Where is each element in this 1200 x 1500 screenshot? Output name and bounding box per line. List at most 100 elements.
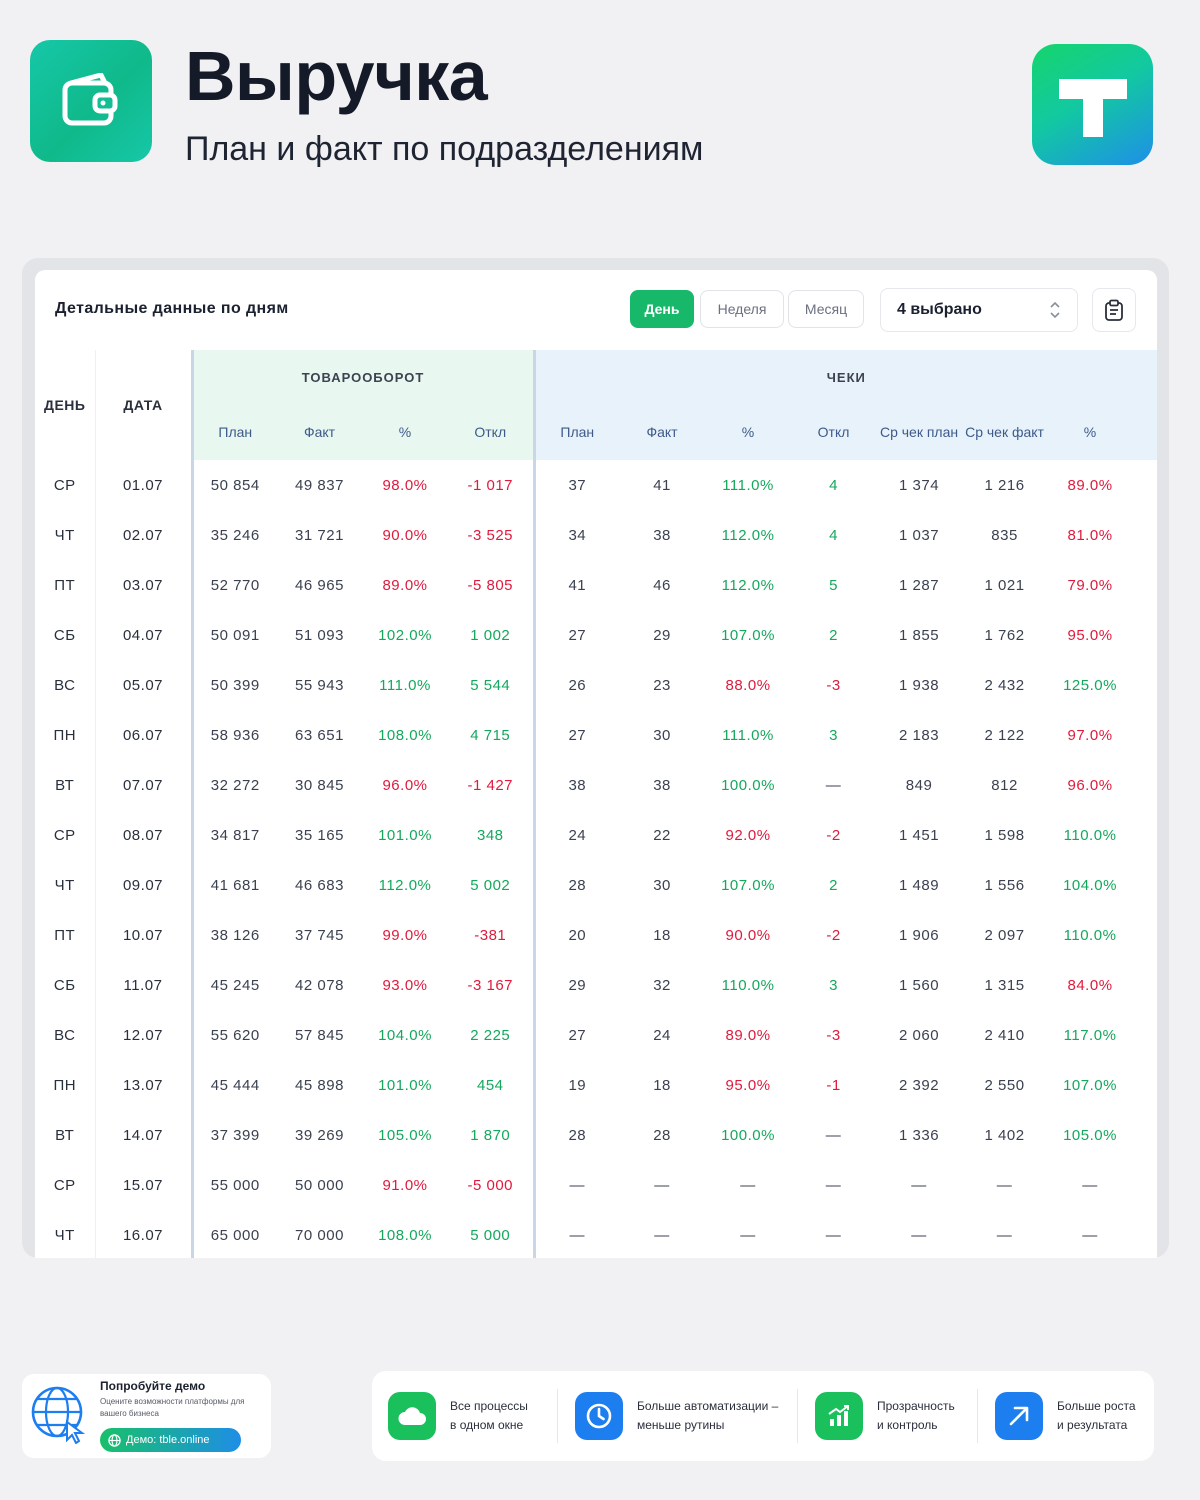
cell-date: 04.07 xyxy=(122,626,164,644)
cell-turnover-fact: 39 269 xyxy=(295,1126,344,1144)
cell-day: ПН xyxy=(35,1060,96,1110)
demo-link-label: Демо: tble.online xyxy=(126,1434,210,1446)
cell-checks-deviation: -2 xyxy=(826,926,841,944)
tab-week[interactable]: Неделя xyxy=(700,290,784,328)
cell-turnover-deviation: 5 544 xyxy=(470,676,511,694)
divider xyxy=(797,1389,798,1443)
table-row: СР 01.07 50 854 49 837 98.0% -1 017 37 41 111.0%… xyxy=(35,460,1157,510)
cell-checks-plan: 29 xyxy=(532,960,620,1010)
cell-avg-check-plan: 1 938 xyxy=(899,676,940,694)
cell-turnover-percent: 112.0% xyxy=(378,876,432,894)
cell-checks-fact: — xyxy=(654,1226,670,1244)
cell-checks-plan: 24 xyxy=(532,810,620,860)
cell-checks-percent: 112.0% xyxy=(721,576,775,594)
tab-day[interactable]: День xyxy=(630,290,694,328)
table-row: СБ 04.07 50 091 51 093 102.0% 1 002 27 29 107.0%… xyxy=(35,610,1157,660)
division-filter-value: 4 выбрано xyxy=(897,301,982,318)
feature-text: Все процессы в одном окне xyxy=(450,1399,528,1432)
cell-avg-check-plan: — xyxy=(911,1226,927,1244)
cell-day: ВТ xyxy=(35,1110,96,1160)
cell-checks-percent: 100.0% xyxy=(721,1126,775,1144)
cell-checks-plan: 37 xyxy=(532,460,620,510)
cell-checks-plan: 27 xyxy=(532,610,620,660)
table-row: ВС 12.07 55 620 57 845 104.0% 2 225 27 24 89.0% -… xyxy=(35,1010,1157,1060)
table-row: СР 08.07 34 817 35 165 101.0% 348 24 22 92.0% -2 1… xyxy=(35,810,1157,860)
cell-checks-deviation: 2 xyxy=(829,876,838,894)
cell-turnover-deviation: 348 xyxy=(477,826,504,844)
cell-avg-check-fact: 1 021 xyxy=(984,576,1025,594)
cell-checks-percent: — xyxy=(740,1176,756,1194)
cell-avg-check-fact: 1 762 xyxy=(984,626,1025,644)
cell-turnover-plan: 35 246 xyxy=(190,510,277,560)
page-subtitle: План и факт по подразделениям xyxy=(185,130,704,168)
cell-avg-check-percent: 97.0% xyxy=(1067,726,1113,744)
cell-avg-check-plan: 1 374 xyxy=(899,476,940,494)
cell-turnover-deviation: -381 xyxy=(474,926,507,944)
cell-checks-plan: 19 xyxy=(532,1060,620,1110)
cell-avg-check-plan: 1 906 xyxy=(899,926,940,944)
cell-avg-check-plan: 849 xyxy=(905,776,933,794)
cell-checks-fact: 41 xyxy=(653,476,671,494)
cell-checks-percent: 107.0% xyxy=(721,626,775,644)
col-turnover-deviation: Откл xyxy=(448,404,535,460)
t-logo-icon xyxy=(1058,78,1127,137)
cell-date: 12.07 xyxy=(122,1026,164,1044)
cell-turnover-deviation: -5 000 xyxy=(467,1176,514,1194)
demo-title: Попробуйте демо xyxy=(100,1379,206,1393)
cell-avg-check-percent: 110.0% xyxy=(1063,926,1117,944)
cell-checks-plan: 20 xyxy=(532,910,620,960)
division-filter-select[interactable]: 4 выбрано xyxy=(880,288,1078,332)
table-row: ВС 05.07 50 399 55 943 111.0% 5 544 26 23 88.0% -… xyxy=(35,660,1157,710)
cell-checks-percent: 88.0% xyxy=(725,676,771,694)
cell-checks-percent: 95.0% xyxy=(725,1076,771,1094)
cell-turnover-fact: 55 943 xyxy=(295,676,344,694)
cell-checks-deviation: -1 xyxy=(826,1076,841,1094)
cell-avg-check-plan: 1 560 xyxy=(899,976,940,994)
cell-checks-percent: 110.0% xyxy=(721,976,775,994)
demo-link-button[interactable]: Демо: tble.online xyxy=(100,1428,241,1452)
feature-transparency: Прозрачность и контроль xyxy=(815,1391,955,1441)
cell-checks-fact: 30 xyxy=(653,876,671,894)
cell-turnover-fact: 35 165 xyxy=(295,826,344,844)
cell-turnover-deviation: 1 002 xyxy=(470,626,511,644)
cell-turnover-percent: 108.0% xyxy=(378,1226,432,1244)
wallet-app-icon xyxy=(30,40,152,162)
col-avg-check-fact: Ср чек факт xyxy=(962,404,1048,460)
cell-checks-deviation: — xyxy=(825,1176,842,1194)
clipboard-button[interactable] xyxy=(1092,288,1136,332)
cell-turnover-fact: 30 845 xyxy=(295,776,344,794)
cell-checks-fact: — xyxy=(654,1176,670,1194)
table-row: СР 15.07 55 000 50 000 91.0% -5 000 — — — — — — — xyxy=(35,1160,1157,1210)
cell-turnover-fact: 63 651 xyxy=(295,726,344,744)
cell-spacer xyxy=(1133,1060,1157,1110)
cell-avg-check-fact: 835 xyxy=(991,526,1018,544)
demo-promo: Попробуйте демо Оцените возможности плат… xyxy=(22,1374,271,1458)
globe-icon xyxy=(108,1433,121,1447)
cell-checks-fact: 38 xyxy=(653,776,671,794)
cell-avg-check-plan: 1 287 xyxy=(899,576,940,594)
cell-checks-fact: 30 xyxy=(653,726,671,744)
cell-checks-deviation: — xyxy=(825,776,842,794)
globe-cursor-icon xyxy=(31,1386,86,1444)
cell-turnover-plan: 55 620 xyxy=(190,1010,277,1060)
feature-automation: Больше автоматизации – меньше рутины xyxy=(575,1391,778,1441)
cell-day: ВС xyxy=(35,1010,96,1060)
cell-avg-check-plan: 2 392 xyxy=(899,1076,940,1094)
col-spacer xyxy=(1133,404,1157,460)
table-row: ВТ 07.07 32 272 30 845 96.0% -1 427 38 38 100.0%… xyxy=(35,760,1157,810)
cell-checks-fact: 23 xyxy=(653,676,671,694)
cell-checks-fact: 24 xyxy=(653,1026,671,1044)
tab-month[interactable]: Месяц xyxy=(788,290,864,328)
cell-turnover-plan: 45 245 xyxy=(190,960,277,1010)
cell-turnover-deviation: -3 525 xyxy=(467,526,514,544)
cell-day: ПН xyxy=(35,710,96,760)
cell-day: СБ xyxy=(35,960,96,1010)
cell-avg-check-fact: 1 216 xyxy=(984,476,1025,494)
cell-checks-plan: 28 xyxy=(532,1110,620,1160)
cell-date: 08.07 xyxy=(122,826,164,844)
cell-spacer xyxy=(1133,610,1157,660)
chevron-up-down-icon xyxy=(1049,300,1061,321)
cell-avg-check-percent: 84.0% xyxy=(1067,976,1113,994)
cell-turnover-deviation: 5 002 xyxy=(470,876,511,894)
cell-day: ВТ xyxy=(35,760,96,810)
